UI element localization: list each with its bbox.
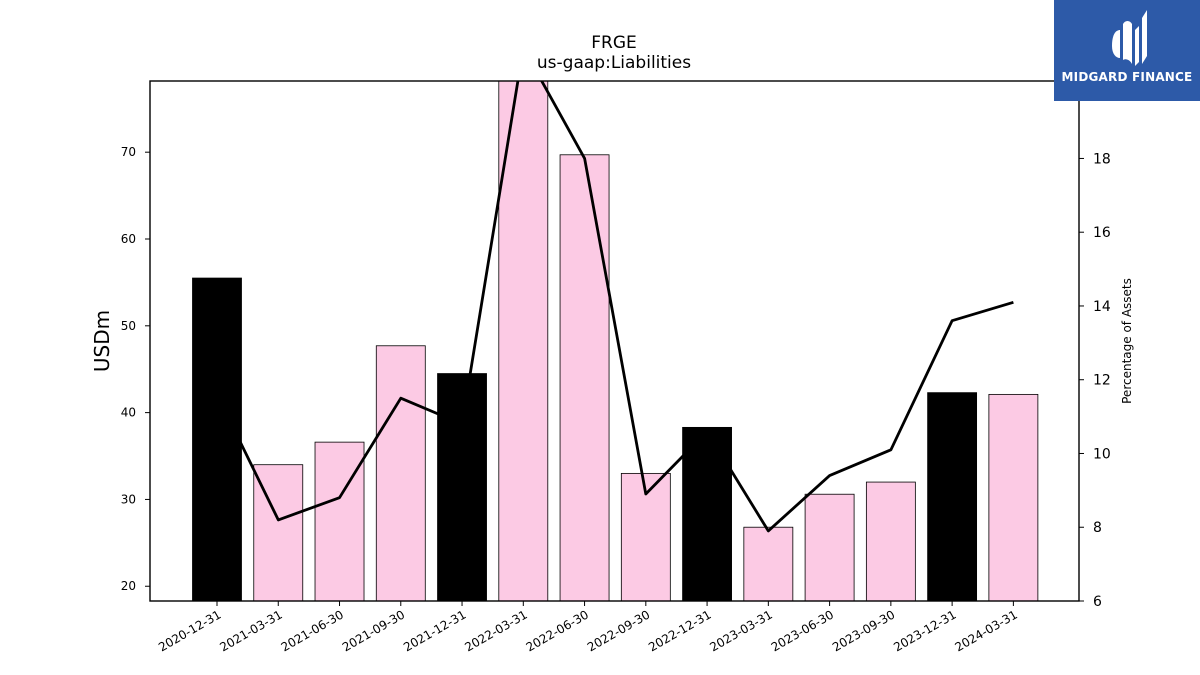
x-tick-label-2021-03-31: 2021-03-31 [217, 607, 284, 654]
bar-2020-12-31 [192, 277, 242, 601]
y-tick-label-left: 50 [121, 319, 136, 333]
y-tick-label-right: 14 [1093, 299, 1111, 315]
x-tick-label-2021-06-30: 2021-06-30 [279, 607, 346, 654]
x-tick-label-2023-03-31: 2023-03-31 [707, 607, 774, 654]
y-tick-label-left: 70 [121, 145, 136, 159]
plot-frame [149, 80, 1080, 602]
x-tick-label-2023-06-30: 2023-06-30 [769, 607, 836, 654]
x-tick-label-2020-12-31: 2020-12-31 [156, 607, 223, 654]
x-tick-label-2022-06-30: 2022-06-30 [524, 607, 591, 654]
x-tick-label-2022-12-31: 2022-12-31 [646, 607, 713, 654]
x-tick-label-2023-12-31: 2023-12-31 [891, 607, 958, 654]
x-tick-label-2022-09-30: 2022-09-30 [585, 607, 652, 654]
y-tick-label-left: 40 [121, 406, 136, 420]
y-tick-label-left: 60 [121, 232, 136, 246]
x-tick-label-2024-03-31: 2024-03-31 [952, 607, 1019, 654]
x-tick-label-2023-09-30: 2023-09-30 [830, 607, 897, 654]
logo-text: MIDGARD FINANCE [1061, 70, 1193, 84]
bar-2022-03-31 [498, 81, 549, 601]
chart-title: FRGE [591, 33, 637, 53]
y-tick-label-right: 8 [1093, 520, 1102, 536]
bar-2021-12-31 [437, 373, 487, 601]
bar-2023-09-30 [865, 481, 916, 601]
bar-2024-03-31 [988, 393, 1039, 601]
y-tick-label-right: 12 [1093, 373, 1111, 389]
y-tick-label-right: 6 [1093, 594, 1102, 610]
chart-subtitle: us-gaap:Liabilities [537, 53, 691, 73]
y-tick-label-right: 18 [1093, 151, 1111, 167]
bar-2022-06-30 [559, 154, 610, 601]
bar-2023-03-31 [743, 526, 794, 601]
bar-2023-12-31 [927, 392, 978, 601]
y-axis-label-right: Percentage of Assets [1120, 278, 1134, 404]
bar-2021-06-30 [314, 441, 365, 601]
y-tick-label-left: 20 [121, 579, 136, 593]
percentage-line [215, 81, 1014, 533]
logo-mark-icon [1112, 10, 1147, 66]
bar-2023-06-30 [804, 493, 855, 601]
x-tick-label-2021-09-30: 2021-09-30 [340, 607, 407, 654]
y-tick-label-right: 10 [1093, 446, 1111, 462]
brand-logo: MIDGARD FINANCE [1054, 0, 1200, 101]
bar-2022-12-31 [682, 426, 732, 601]
y-axis-label-left: USDm [90, 310, 114, 372]
x-tick-label-2021-12-31: 2021-12-31 [401, 607, 468, 654]
bars-layer [192, 81, 1039, 601]
y-tick-label-right: 16 [1093, 225, 1111, 241]
x-tick-label-2022-03-31: 2022-03-31 [462, 607, 529, 654]
line-layer [215, 81, 1014, 533]
y-tick-label-left: 30 [121, 492, 136, 506]
bar-2021-09-30 [375, 345, 426, 601]
